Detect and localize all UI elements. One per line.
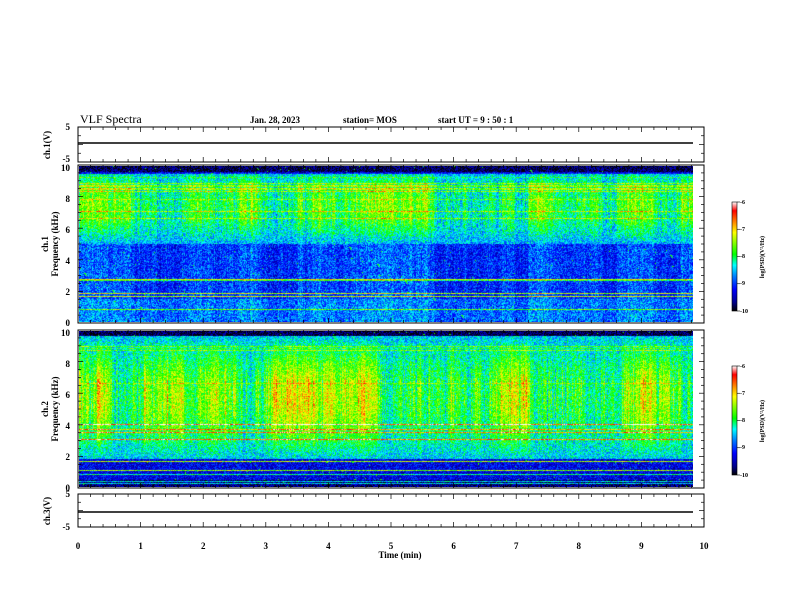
ch3-ytick-top: 5: [66, 489, 71, 499]
x-tick-label: 9: [639, 541, 644, 551]
ch2-spectrogram-image: [79, 331, 693, 487]
ch2-colorbar: -6 -7 -8 -9 -10 log(PSD)(V²/Hz): [731, 364, 766, 479]
x-tick-label: 10: [700, 541, 710, 551]
ch1-ytick-2: 2: [66, 287, 71, 297]
ch2-ytick-8: 8: [66, 359, 71, 369]
figure-title: VLF Spectra: [80, 112, 142, 126]
x-tick-label: 7: [514, 541, 519, 551]
x-tick-label: 4: [326, 541, 331, 551]
ch1-cb-tick-m6: -6: [740, 200, 745, 206]
ch2-ytick-0: 0: [66, 483, 71, 493]
ch3-waveform-frame: [77, 493, 705, 528]
ch1-cb-tick-m10: -10: [740, 309, 748, 315]
header-start-time: start UT = 9 : 50 : 1: [438, 115, 514, 125]
ch1-colorbar: -6 -7 -8 -9 -10 log(PSD)(V²/Hz): [731, 200, 766, 315]
x-tick-label: 6: [451, 541, 456, 551]
ch2-colorbar-label: log(PSD)(V²/Hz): [759, 400, 766, 442]
x-tick-label: 5: [389, 541, 394, 551]
ch1-cb-tick-m7: -7: [740, 227, 745, 233]
ch1-spectrogram-panel: 10 8 6 4 2 0 ch.1 Frequency (kHz): [40, 163, 705, 328]
x-tick-label: 1: [138, 541, 143, 551]
ch2-ytick-2: 2: [66, 452, 71, 462]
ch2-ytick-4: 4: [66, 421, 71, 431]
ch2-ytick-6: 6: [66, 390, 71, 400]
ch1-waveform-ylabel: ch.1(V): [42, 131, 52, 159]
ch2-spectrogram-ylabel-frequency: Frequency (kHz): [50, 376, 60, 441]
ch1-waveform-frame: [77, 126, 705, 163]
ch2-cb-tick-m6: -6: [740, 364, 745, 370]
ch3-waveform-panel: 5 -5 ch.3(V): [42, 489, 705, 532]
ch1-ytick-10: 10: [61, 163, 71, 173]
ch1-waveform-panel: 5 -5 ch.1(V): [42, 122, 705, 164]
x-tick-label: 3: [264, 541, 269, 551]
ch1-cb-tick-m8: -8: [740, 254, 745, 260]
ch2-cb-tick-m7: -7: [740, 391, 745, 397]
ch1-ytick-0: 0: [66, 318, 71, 328]
x-axis-label: Time (min): [378, 550, 421, 560]
ch3-waveform-ylabel: ch.3(V): [42, 497, 52, 525]
ch1-colorbar-scale: [731, 201, 738, 312]
ch1-spectrogram-ylabel-channel: ch.1: [40, 236, 50, 252]
ch2-spectrogram-ylabel-channel: ch.2: [40, 401, 50, 417]
ch2-cb-tick-m10: -10: [740, 473, 748, 479]
header-station: station= MOS: [343, 115, 397, 125]
ch1-ytick-top: 5: [66, 122, 71, 132]
ch1-spectrogram-image: [79, 166, 693, 322]
ch1-ytick-8: 8: [66, 194, 71, 204]
ch3-ytick-bottom: -5: [63, 522, 71, 532]
header-date: Jan. 28, 2023: [250, 115, 301, 125]
ch1-cb-tick-m9: -9: [740, 281, 745, 287]
ch1-ytick-bottom: -5: [63, 154, 71, 164]
x-axis-tick-labels: 0 1 2 3 4 5 6 7 8 9 10: [76, 541, 709, 551]
ch1-ytick-4: 4: [66, 256, 71, 266]
ch2-cb-tick-m9: -9: [740, 445, 745, 451]
ch2-spectrogram-panel: 10 8 6 4 2 0 ch.2 Frequency (kHz): [40, 328, 705, 493]
x-tick-label: 2: [201, 541, 206, 551]
ch1-ytick-6: 6: [66, 225, 71, 235]
ch1-colorbar-label: log(PSD)(V²/Hz): [759, 236, 766, 278]
ch2-cb-tick-m8: -8: [740, 418, 745, 424]
ch2-ytick-10: 10: [61, 328, 71, 338]
ch1-spectrogram-ylabel-frequency: Frequency (kHz): [50, 211, 60, 276]
ch2-colorbar-scale: [731, 365, 738, 476]
x-tick-label: 0: [76, 541, 81, 551]
x-tick-label: 8: [577, 541, 582, 551]
